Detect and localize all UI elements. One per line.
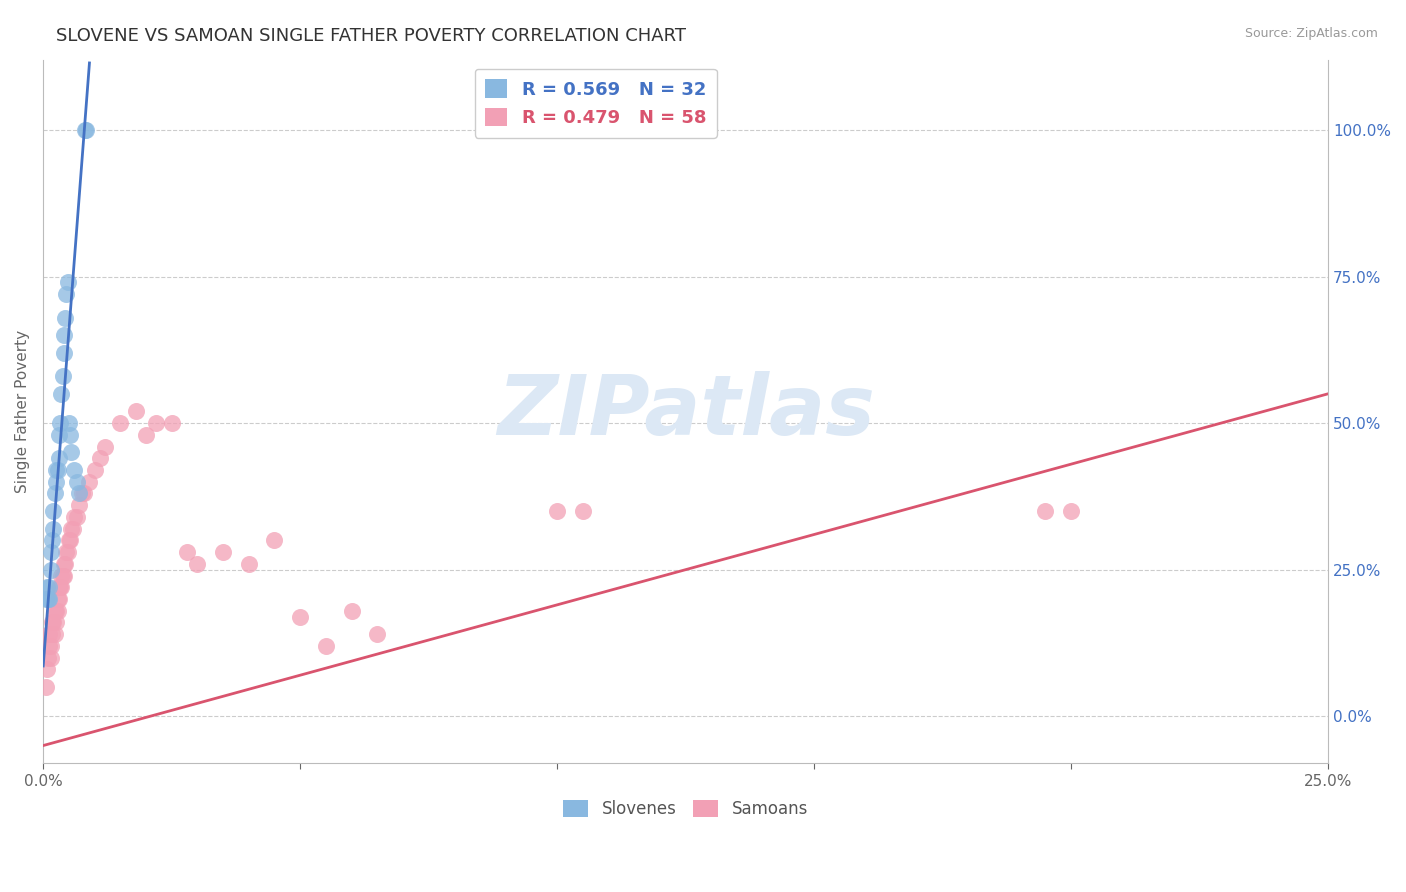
Point [58,416,80,430]
Point [45,615,67,630]
Point [42,615,65,630]
Point [37,662,59,676]
Point [55,545,77,559]
Point [39,650,62,665]
Point [48,451,70,466]
Point [65,475,87,489]
Point [212,545,235,559]
Point [48,591,70,606]
Point [52,568,75,582]
Point [52,557,75,571]
Point [59,427,82,442]
Point [38,639,60,653]
Point [73,486,96,500]
Legend: Slovenes, Samoans: Slovenes, Samoans [557,794,814,825]
Point [75,123,97,137]
Point [67,486,90,500]
Point [65,509,87,524]
Point [79,475,101,489]
Point [125,404,148,418]
Point [37,580,59,594]
Point [45,604,67,618]
Point [56,276,79,290]
Point [53,310,76,325]
Point [135,427,157,442]
Point [45,463,67,477]
Y-axis label: Single Father Poverty: Single Father Poverty [15,330,30,493]
Point [37,591,59,606]
Point [41,615,63,630]
Point [1035,504,1057,518]
Point [38,591,60,606]
Point [67,498,90,512]
Point [56,545,79,559]
Point [41,627,63,641]
Point [75,123,97,137]
Point [44,627,66,641]
Point [51,386,73,401]
Point [63,463,86,477]
Point [39,545,62,559]
Point [546,504,568,518]
Point [52,568,75,582]
Point [238,557,260,571]
Point [37,650,59,665]
Point [48,427,70,442]
Point [60,445,83,459]
Point [48,416,70,430]
Point [46,604,69,618]
Point [290,609,312,624]
Point [70,486,93,500]
Point [39,639,62,653]
Point [44,604,66,618]
Point [48,580,70,594]
Point [44,486,66,500]
Point [315,639,337,653]
Point [1060,504,1083,518]
Point [45,475,67,489]
Point [263,533,285,548]
Point [46,591,69,606]
Point [46,463,69,477]
Point [38,580,60,594]
Point [366,627,388,641]
Point [35,591,58,606]
Point [83,463,105,477]
Point [42,522,65,536]
Point [52,345,75,359]
Point [63,509,86,524]
Point [62,522,84,536]
Text: SLOVENE VS SAMOAN SINGLE FATHER POVERTY CORRELATION CHART: SLOVENE VS SAMOAN SINGLE FATHER POVERTY … [56,27,686,45]
Point [51,580,73,594]
Point [60,522,83,536]
Point [58,533,80,548]
Point [186,557,208,571]
Point [55,287,77,301]
Point [59,533,82,548]
Point [94,440,117,454]
Point [35,680,58,694]
Point [39,563,62,577]
Point [110,416,132,430]
Point [38,627,60,641]
Point [53,557,76,571]
Point [89,451,111,466]
Point [42,504,65,518]
Point [52,369,75,384]
Text: Source: ZipAtlas.com: Source: ZipAtlas.com [1244,27,1378,40]
Point [52,328,75,343]
Text: ZIPatlas: ZIPatlas [496,371,875,452]
Point [41,533,63,548]
Point [176,545,198,559]
Point [160,416,183,430]
Point [48,580,70,594]
Point [340,604,363,618]
Point [572,504,595,518]
Point [145,416,167,430]
Point [51,568,73,582]
